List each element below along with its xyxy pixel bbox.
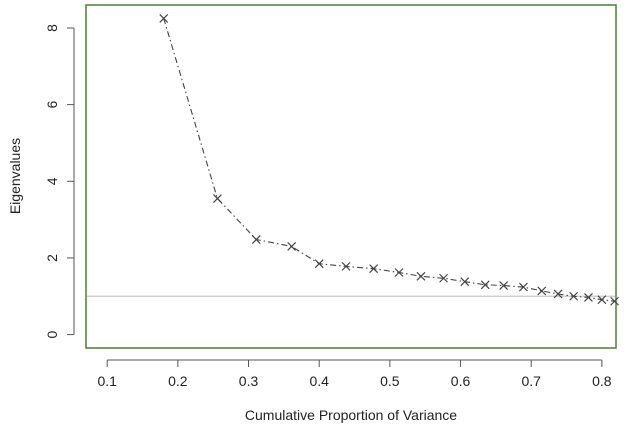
point-marker-stroke	[369, 264, 379, 274]
y-axis-title: Eigenvalues	[7, 138, 23, 214]
data-point	[287, 242, 297, 251]
data-point	[369, 264, 379, 274]
data-point	[569, 291, 579, 301]
point-marker-stroke	[584, 292, 593, 302]
x-tick-label: 0.8	[592, 373, 612, 389]
point-marker-stroke	[480, 280, 490, 290]
series-line	[163, 18, 615, 302]
x-tick-label: 0.1	[97, 373, 117, 389]
point-marker-stroke	[597, 295, 607, 305]
y-axis: 0 2 4 6 8	[44, 24, 75, 338]
data-point	[159, 13, 169, 23]
data-point	[597, 295, 607, 305]
data-point	[213, 194, 222, 203]
plot-frame	[85, 4, 617, 349]
x-axis: 0.1 0.2 0.3 0.4 0.5 0.6 0.7 0.8	[97, 359, 612, 389]
y-tick-label: 8	[44, 24, 60, 32]
x-tick-label: 0.4	[309, 373, 329, 389]
point-marker-stroke	[341, 261, 351, 271]
y-tick-label: 4	[44, 177, 60, 185]
series-layer	[159, 13, 620, 306]
data-point	[439, 273, 448, 283]
data-point	[519, 282, 528, 292]
data-point	[460, 277, 470, 287]
x-tick-label: 0.5	[380, 373, 400, 389]
x-tick-label: 0.6	[451, 373, 471, 389]
x-tick-label: 0.3	[239, 373, 259, 389]
x-tick-label: 0.2	[168, 373, 188, 389]
data-point	[537, 286, 547, 296]
data-point	[610, 296, 620, 306]
y-tick-label: 2	[44, 254, 60, 262]
point-marker-stroke	[519, 282, 528, 292]
point-marker-stroke	[499, 281, 509, 290]
x-tick-label: 0.7	[521, 373, 541, 389]
point-marker-stroke	[159, 13, 169, 23]
data-point	[251, 235, 261, 244]
data-point	[480, 280, 490, 290]
data-point	[499, 281, 509, 290]
point-marker-stroke	[287, 242, 297, 251]
data-point	[314, 259, 324, 269]
point-marker-stroke	[569, 291, 579, 301]
data-point	[341, 261, 351, 271]
point-marker-stroke	[314, 259, 324, 269]
point-marker-stroke	[460, 277, 470, 287]
x-axis-title: Cumulative Proportion of Variance	[245, 407, 457, 423]
point-marker-stroke	[394, 268, 404, 277]
point-marker-stroke	[439, 273, 448, 283]
y-tick-label: 0	[44, 330, 60, 338]
data-point	[584, 292, 593, 302]
data-point	[394, 268, 404, 277]
point-marker-stroke	[213, 194, 222, 203]
point-marker-stroke	[416, 271, 426, 281]
y-tick-label: 6	[44, 101, 60, 109]
point-marker-stroke	[537, 286, 547, 296]
data-point	[553, 289, 563, 299]
point-marker-stroke	[553, 289, 563, 299]
point-marker-stroke	[610, 296, 620, 306]
point-marker-stroke	[251, 235, 261, 244]
data-point	[416, 271, 426, 281]
